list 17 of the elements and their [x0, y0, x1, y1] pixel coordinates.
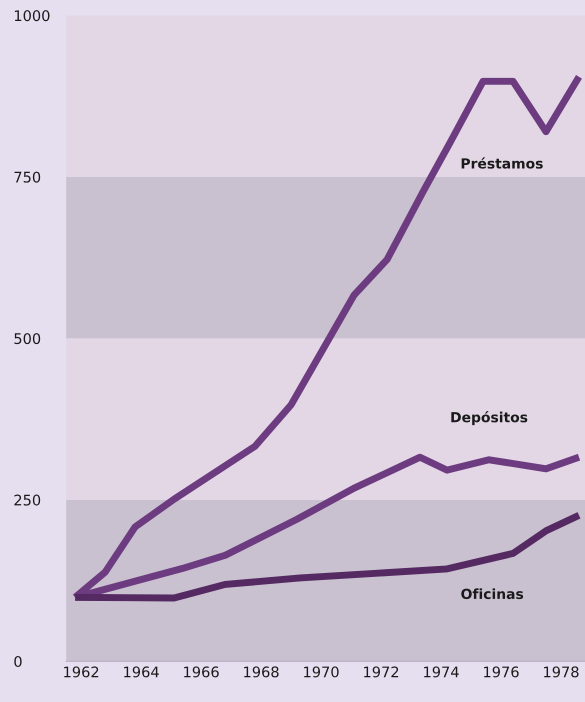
x-tick-label: 1976 [484, 666, 519, 678]
series-label: Préstamos [462, 157, 543, 169]
x-tick-label: 1978 [544, 666, 579, 678]
x-tick-label: 1966 [184, 666, 219, 678]
y-tick-label: 750 [14, 172, 40, 183]
x-tick-label: 1962 [64, 666, 98, 678]
text: Depósitos [451, 411, 528, 426]
x-tick-label: 1970 [304, 666, 339, 678]
x-tick-label: 1974 [424, 666, 459, 678]
x-tick-label: 1972 [364, 666, 398, 678]
x-tick-label: 1968 [244, 666, 279, 678]
x-tick-label: 1964 [124, 666, 159, 678]
y-tick-label: 0 [14, 656, 22, 668]
series-label: Oficinas [461, 588, 524, 600]
y-tick-label: 1000 [14, 10, 50, 22]
y-tick-label: 500 [14, 333, 40, 344]
y-tick-label: 250 [14, 494, 40, 506]
